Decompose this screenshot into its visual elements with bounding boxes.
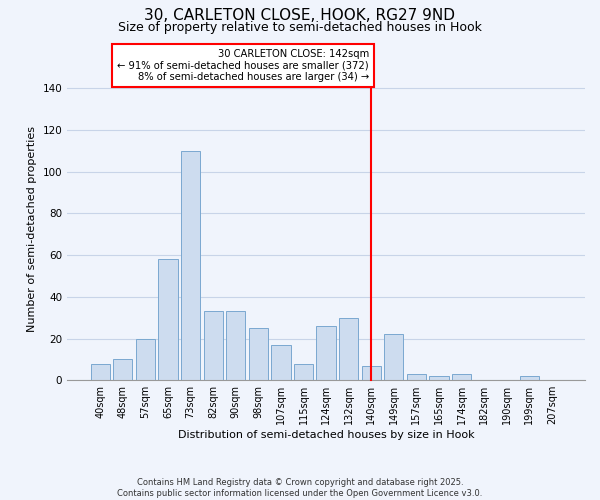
Text: 30 CARLETON CLOSE: 142sqm
← 91% of semi-detached houses are smaller (372)
8% of : 30 CARLETON CLOSE: 142sqm ← 91% of semi-… <box>118 49 369 82</box>
Bar <box>226 312 245 380</box>
Bar <box>384 334 403 380</box>
Bar <box>249 328 268 380</box>
Bar <box>339 318 358 380</box>
Bar <box>91 364 110 380</box>
Bar <box>271 345 290 380</box>
Bar <box>520 376 539 380</box>
Bar <box>158 260 178 380</box>
X-axis label: Distribution of semi-detached houses by size in Hook: Distribution of semi-detached houses by … <box>178 430 475 440</box>
Bar <box>113 360 133 380</box>
Bar <box>181 151 200 380</box>
Text: 30, CARLETON CLOSE, HOOK, RG27 9ND: 30, CARLETON CLOSE, HOOK, RG27 9ND <box>145 8 455 22</box>
Bar <box>316 326 335 380</box>
Text: Contains HM Land Registry data © Crown copyright and database right 2025.
Contai: Contains HM Land Registry data © Crown c… <box>118 478 482 498</box>
Bar <box>362 366 381 380</box>
Bar <box>452 374 471 380</box>
Text: Size of property relative to semi-detached houses in Hook: Size of property relative to semi-detach… <box>118 21 482 34</box>
Bar <box>294 364 313 380</box>
Bar <box>407 374 426 380</box>
Bar <box>136 338 155 380</box>
Bar <box>430 376 449 380</box>
Y-axis label: Number of semi-detached properties: Number of semi-detached properties <box>27 126 37 332</box>
Bar <box>203 312 223 380</box>
